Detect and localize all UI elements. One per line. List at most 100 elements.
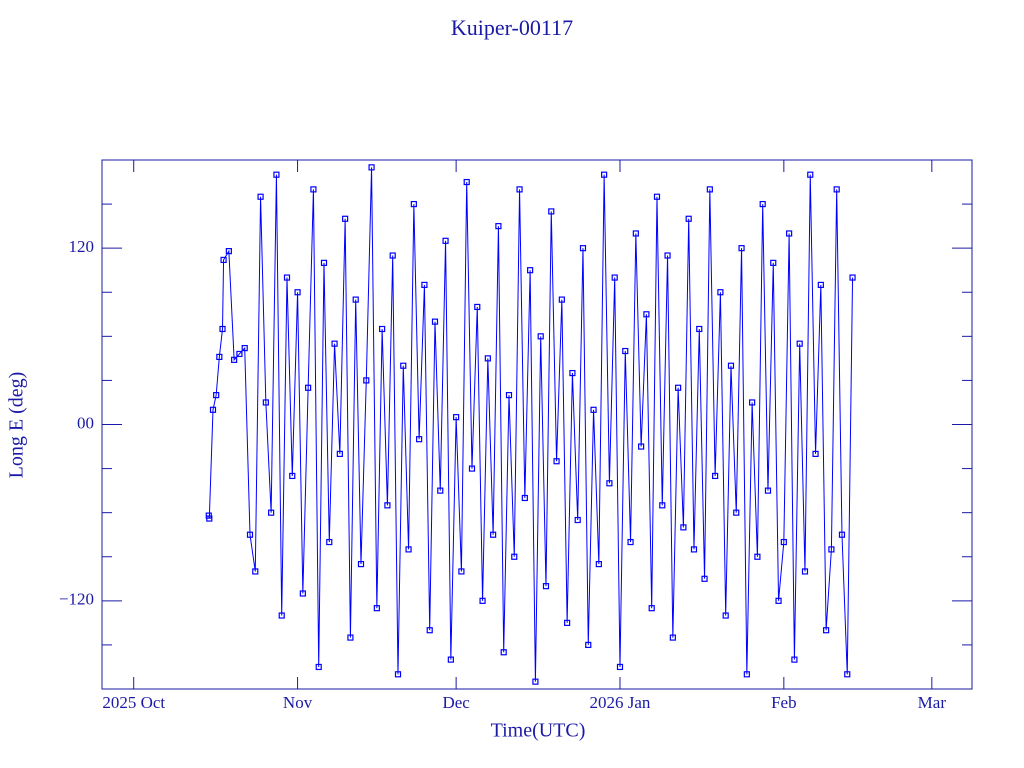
point-marker xyxy=(648,605,655,612)
point-marker xyxy=(209,406,217,413)
point-marker xyxy=(405,546,412,553)
point-marker xyxy=(363,377,370,384)
point-marker xyxy=(225,248,232,255)
x-tick-label: Nov xyxy=(283,693,313,712)
point-marker xyxy=(833,186,840,193)
point-marker xyxy=(326,538,333,546)
point-marker xyxy=(400,362,407,369)
point-marker xyxy=(611,274,618,281)
point-marker xyxy=(458,568,465,575)
point-marker xyxy=(590,406,597,413)
point-marker xyxy=(712,472,719,480)
point-marker xyxy=(743,671,750,678)
point-marker xyxy=(775,597,782,604)
point-marker xyxy=(426,627,433,634)
point-marker xyxy=(696,325,703,333)
point-marker xyxy=(268,509,275,516)
point-marker xyxy=(315,663,322,671)
point-marker xyxy=(823,627,830,634)
point-marker xyxy=(553,458,560,465)
point-marker xyxy=(786,230,793,237)
point-marker xyxy=(849,274,856,281)
point-marker xyxy=(542,583,550,590)
point-marker xyxy=(410,200,417,208)
point-marker xyxy=(653,193,661,200)
point-marker xyxy=(759,200,766,208)
x-tick-label: 2025 Oct xyxy=(102,693,165,712)
point-marker xyxy=(231,356,238,363)
point-marker xyxy=(289,472,296,480)
point-marker xyxy=(490,531,497,538)
x-tick-label: Feb xyxy=(771,693,797,712)
point-marker xyxy=(252,568,259,575)
point-marker xyxy=(701,575,708,582)
point-marker xyxy=(764,487,772,494)
point-marker xyxy=(305,384,312,391)
point-marker xyxy=(437,487,444,494)
point-marker xyxy=(669,634,676,641)
point-marker xyxy=(706,186,713,193)
point-marker xyxy=(357,560,365,568)
point-marker xyxy=(431,318,439,325)
point-marker xyxy=(527,267,534,274)
point-marker xyxy=(796,340,803,347)
point-marker xyxy=(352,296,359,303)
point-marker xyxy=(664,252,671,259)
point-marker xyxy=(495,223,502,230)
point-marker xyxy=(442,237,449,244)
point-marker xyxy=(690,546,698,553)
point-marker xyxy=(780,538,787,546)
point-marker xyxy=(770,259,777,266)
point-marker xyxy=(638,443,645,450)
point-marker xyxy=(828,546,835,553)
point-marker xyxy=(574,516,581,524)
x-tick-label: 2026 Jan xyxy=(590,693,651,712)
x-tick-label: Mar xyxy=(918,693,947,712)
point-marker xyxy=(733,509,740,516)
y-tick-label: 120 xyxy=(69,237,95,256)
point-marker xyxy=(680,524,687,531)
point-marker xyxy=(379,325,386,333)
point-marker xyxy=(283,274,291,281)
point-marker xyxy=(206,515,213,522)
point-marker xyxy=(727,362,735,369)
point-marker xyxy=(278,612,285,619)
point-marker xyxy=(246,531,254,538)
point-marker xyxy=(447,656,454,663)
point-marker xyxy=(585,641,592,649)
point-marker xyxy=(474,303,481,311)
point-marker xyxy=(373,605,380,612)
point-marker xyxy=(717,289,724,296)
point-marker xyxy=(500,649,507,656)
point-marker xyxy=(336,450,343,457)
point-marker xyxy=(213,392,220,399)
point-marker xyxy=(817,281,824,289)
point-marker xyxy=(812,450,819,457)
point-marker xyxy=(632,230,639,237)
point-marker xyxy=(601,171,608,178)
point-marker xyxy=(219,325,226,333)
point-marker xyxy=(257,193,264,200)
point-marker xyxy=(320,259,328,266)
point-marker xyxy=(558,296,565,303)
point-marker xyxy=(595,560,602,568)
point-marker xyxy=(643,311,650,318)
point-marker xyxy=(331,340,338,347)
point-marker xyxy=(564,619,571,626)
point-marker xyxy=(384,502,391,509)
point-marker xyxy=(579,245,587,252)
point-marker xyxy=(273,171,280,178)
point-marker xyxy=(521,494,528,502)
point-marker xyxy=(622,347,629,355)
x-tick-label: Dec xyxy=(442,693,470,712)
point-marker xyxy=(479,597,486,604)
chart-title: Kuiper-00117 xyxy=(451,15,573,40)
point-marker xyxy=(220,256,227,264)
point-marker xyxy=(216,353,223,361)
point-marker xyxy=(844,671,851,678)
point-marker xyxy=(791,656,798,663)
y-axis-label: Long E (deg) xyxy=(6,372,28,479)
point-marker xyxy=(722,612,729,619)
point-marker xyxy=(368,164,375,171)
